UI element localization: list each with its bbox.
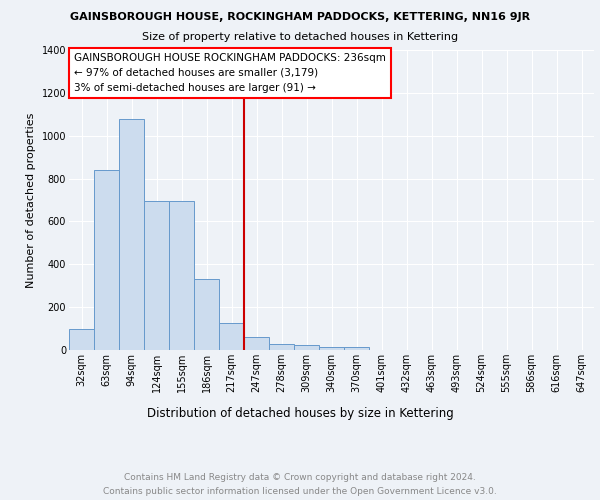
Bar bbox=[144, 201, 169, 350]
Bar bbox=[169, 201, 194, 350]
Bar bbox=[344, 348, 369, 350]
Bar bbox=[119, 118, 144, 350]
Bar bbox=[194, 280, 219, 350]
Bar bbox=[94, 170, 119, 350]
Text: GAINSBOROUGH HOUSE ROCKINGHAM PADDOCKS: 236sqm
← 97% of detached houses are smal: GAINSBOROUGH HOUSE ROCKINGHAM PADDOCKS: … bbox=[74, 53, 386, 92]
Text: Contains HM Land Registry data © Crown copyright and database right 2024.: Contains HM Land Registry data © Crown c… bbox=[124, 472, 476, 482]
Bar bbox=[319, 347, 344, 350]
Text: Size of property relative to detached houses in Kettering: Size of property relative to detached ho… bbox=[142, 32, 458, 42]
Bar bbox=[294, 346, 319, 350]
Y-axis label: Number of detached properties: Number of detached properties bbox=[26, 112, 36, 288]
Text: GAINSBOROUGH HOUSE, ROCKINGHAM PADDOCKS, KETTERING, NN16 9JR: GAINSBOROUGH HOUSE, ROCKINGHAM PADDOCKS,… bbox=[70, 12, 530, 22]
Bar bbox=[219, 323, 244, 350]
Bar bbox=[269, 344, 294, 350]
Text: Contains public sector information licensed under the Open Government Licence v3: Contains public sector information licen… bbox=[103, 488, 497, 496]
Text: Distribution of detached houses by size in Kettering: Distribution of detached houses by size … bbox=[146, 408, 454, 420]
Bar bbox=[244, 336, 269, 350]
Bar bbox=[69, 329, 94, 350]
